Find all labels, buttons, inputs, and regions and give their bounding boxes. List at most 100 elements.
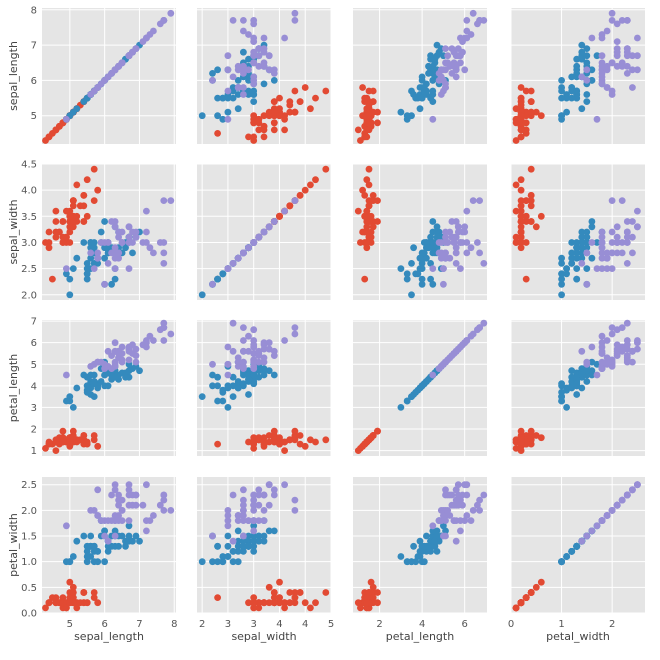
data-point — [365, 101, 373, 109]
data-point — [522, 119, 530, 127]
data-point — [437, 91, 445, 98]
data-point — [66, 223, 74, 231]
data-point — [49, 275, 56, 283]
data-point — [240, 48, 247, 56]
data-point — [160, 249, 168, 257]
data-point — [291, 197, 299, 205]
data-point — [90, 244, 98, 252]
data-point — [250, 496, 258, 504]
data-point — [442, 249, 449, 257]
x-tick-label: 7 — [136, 619, 142, 630]
data-point — [66, 599, 74, 607]
data-point — [97, 239, 105, 246]
data-point — [469, 9, 477, 17]
data-point — [240, 380, 247, 388]
data-point — [87, 532, 95, 540]
data-point — [260, 532, 268, 540]
data-point — [457, 527, 464, 535]
data-point — [224, 512, 232, 519]
data-point — [115, 496, 122, 504]
data-point — [83, 270, 91, 278]
data-point — [260, 438, 268, 446]
data-point — [578, 249, 586, 257]
data-point — [94, 186, 102, 194]
data-point — [150, 27, 157, 35]
data-point — [598, 339, 606, 347]
data-point — [412, 558, 420, 566]
data-point — [517, 112, 525, 120]
data-point — [583, 233, 591, 241]
data-point — [452, 233, 460, 241]
data-point — [588, 34, 596, 42]
data-point — [457, 239, 464, 246]
data-point — [265, 339, 273, 347]
data-point — [198, 393, 206, 400]
data-point — [224, 115, 232, 123]
data-point — [69, 265, 77, 272]
data-point — [598, 350, 606, 357]
data-point — [209, 280, 216, 288]
data-point — [568, 73, 576, 81]
data-point — [522, 212, 530, 220]
y-tick-label: 2.0 — [21, 290, 37, 301]
data-point — [150, 512, 157, 519]
data-point — [588, 223, 596, 231]
panel-petal_width-vs-sepal_length — [42, 477, 176, 614]
data-point — [291, 507, 299, 514]
data-point — [250, 438, 258, 446]
data-point — [578, 369, 586, 377]
data-point — [66, 275, 74, 283]
data-point — [118, 532, 126, 540]
data-point — [125, 233, 133, 241]
data-point — [416, 537, 424, 545]
data-point — [234, 77, 242, 84]
data-point — [125, 517, 133, 524]
data-point — [593, 371, 601, 379]
data-point — [281, 207, 288, 215]
y-tick-label: 6 — [31, 76, 37, 87]
x-tick-label: 4 — [276, 619, 282, 630]
data-point — [512, 604, 520, 612]
data-point — [52, 447, 60, 454]
data-point — [224, 532, 232, 540]
data-point — [250, 594, 258, 601]
data-point — [598, 244, 606, 252]
data-point — [240, 507, 247, 514]
data-point — [563, 94, 570, 102]
data-point — [474, 501, 481, 509]
data-point — [517, 233, 525, 241]
data-point — [87, 249, 95, 257]
data-point — [593, 239, 601, 246]
data-point — [108, 491, 115, 499]
data-point — [52, 218, 60, 225]
data-point — [270, 352, 278, 359]
data-point — [435, 365, 443, 372]
data-point — [603, 27, 611, 35]
data-point — [132, 352, 140, 359]
data-point — [94, 512, 102, 519]
data-point — [583, 45, 591, 52]
data-point — [459, 341, 466, 349]
data-point — [467, 244, 475, 252]
data-point — [374, 108, 381, 116]
data-point — [270, 218, 278, 225]
panel-petal_length-vs-sepal_length — [42, 319, 176, 456]
data-point — [108, 280, 115, 288]
data-point — [558, 94, 565, 102]
data-point — [97, 517, 105, 524]
data-point — [588, 527, 596, 535]
data-point — [42, 604, 49, 612]
data-point — [250, 507, 258, 514]
data-point — [255, 604, 263, 612]
data-point — [522, 594, 530, 601]
data-point — [240, 548, 247, 555]
data-point — [423, 239, 430, 246]
data-point — [265, 438, 273, 446]
data-point — [408, 393, 415, 400]
data-point — [132, 233, 140, 241]
data-point — [80, 218, 88, 225]
data-point — [608, 330, 616, 338]
data-point — [563, 265, 570, 272]
data-point — [160, 324, 168, 331]
data-point — [90, 393, 98, 400]
